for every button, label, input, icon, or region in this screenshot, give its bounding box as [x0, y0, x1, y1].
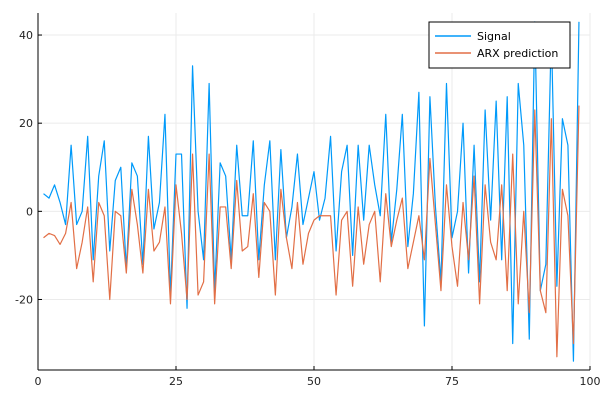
legend-box [428, 21, 571, 69]
y-tick-label: 0 [26, 205, 33, 218]
y-tick-label: 20 [19, 117, 33, 130]
x-tick-label: 25 [169, 375, 183, 388]
series-line-1 [43, 21, 580, 362]
series [43, 21, 580, 362]
legend: Signal ARX prediction [428, 21, 571, 69]
series-line-2 [43, 105, 580, 358]
axes [37, 13, 591, 371]
x-tick-label: 0 [35, 375, 42, 388]
legend-label: ARX prediction [477, 47, 558, 60]
x-tick-label: 50 [307, 375, 321, 388]
y-tick-label: 40 [19, 29, 33, 42]
y-tick-label: -20 [15, 293, 33, 306]
x-tick-label: 100 [580, 375, 600, 388]
x-tick-label: 75 [445, 375, 459, 388]
legend-label: Signal [477, 30, 511, 43]
tick-labels: 0 25 50 75 100 -20 0 20 40 [15, 29, 600, 388]
